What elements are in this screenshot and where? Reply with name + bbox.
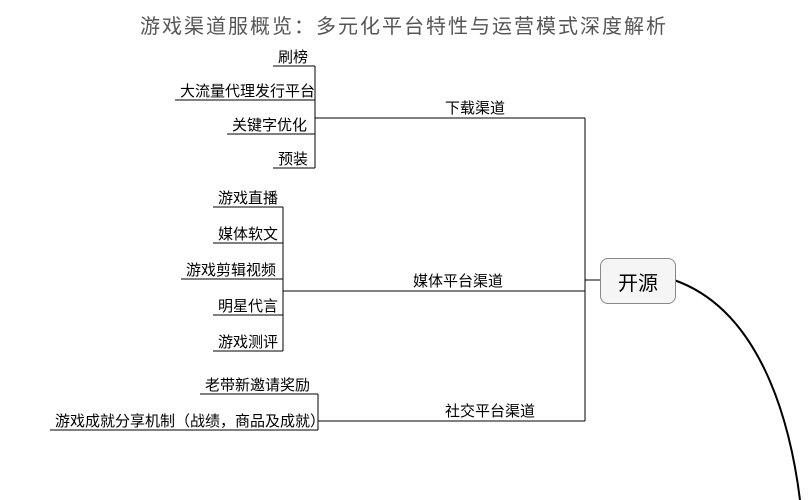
branch-label-social: 社交平台渠道	[445, 400, 535, 421]
leaf-label-media-2: 游戏剪辑视频	[186, 259, 276, 280]
leaf-label-media-4: 游戏测评	[218, 331, 278, 352]
leaf-label-download-0: 刷榜	[278, 46, 308, 67]
leaf-label-media-0: 游戏直播	[218, 187, 278, 208]
branch-label-media: 媒体平台渠道	[413, 270, 503, 291]
leaf-label-media-3: 明星代言	[218, 295, 278, 316]
page-title: 游戏渠道服概览：多元化平台特性与运营模式深度解析	[0, 10, 808, 39]
root-node: 开源	[600, 258, 676, 304]
leaf-label-social-1: 游戏成就分享机制（战绩，商品及成就）	[55, 410, 325, 431]
leaf-label-download-2: 关键字优化	[232, 114, 307, 135]
leaf-label-social-0: 老带新邀请奖励	[205, 374, 310, 395]
root-node-label: 开源	[618, 267, 658, 296]
leaf-label-download-3: 预装	[278, 148, 308, 169]
leaf-label-download-1: 大流量代理发行平台	[180, 80, 315, 101]
branch-label-download: 下载渠道	[445, 97, 505, 118]
leaf-label-media-1: 媒体软文	[218, 223, 278, 244]
